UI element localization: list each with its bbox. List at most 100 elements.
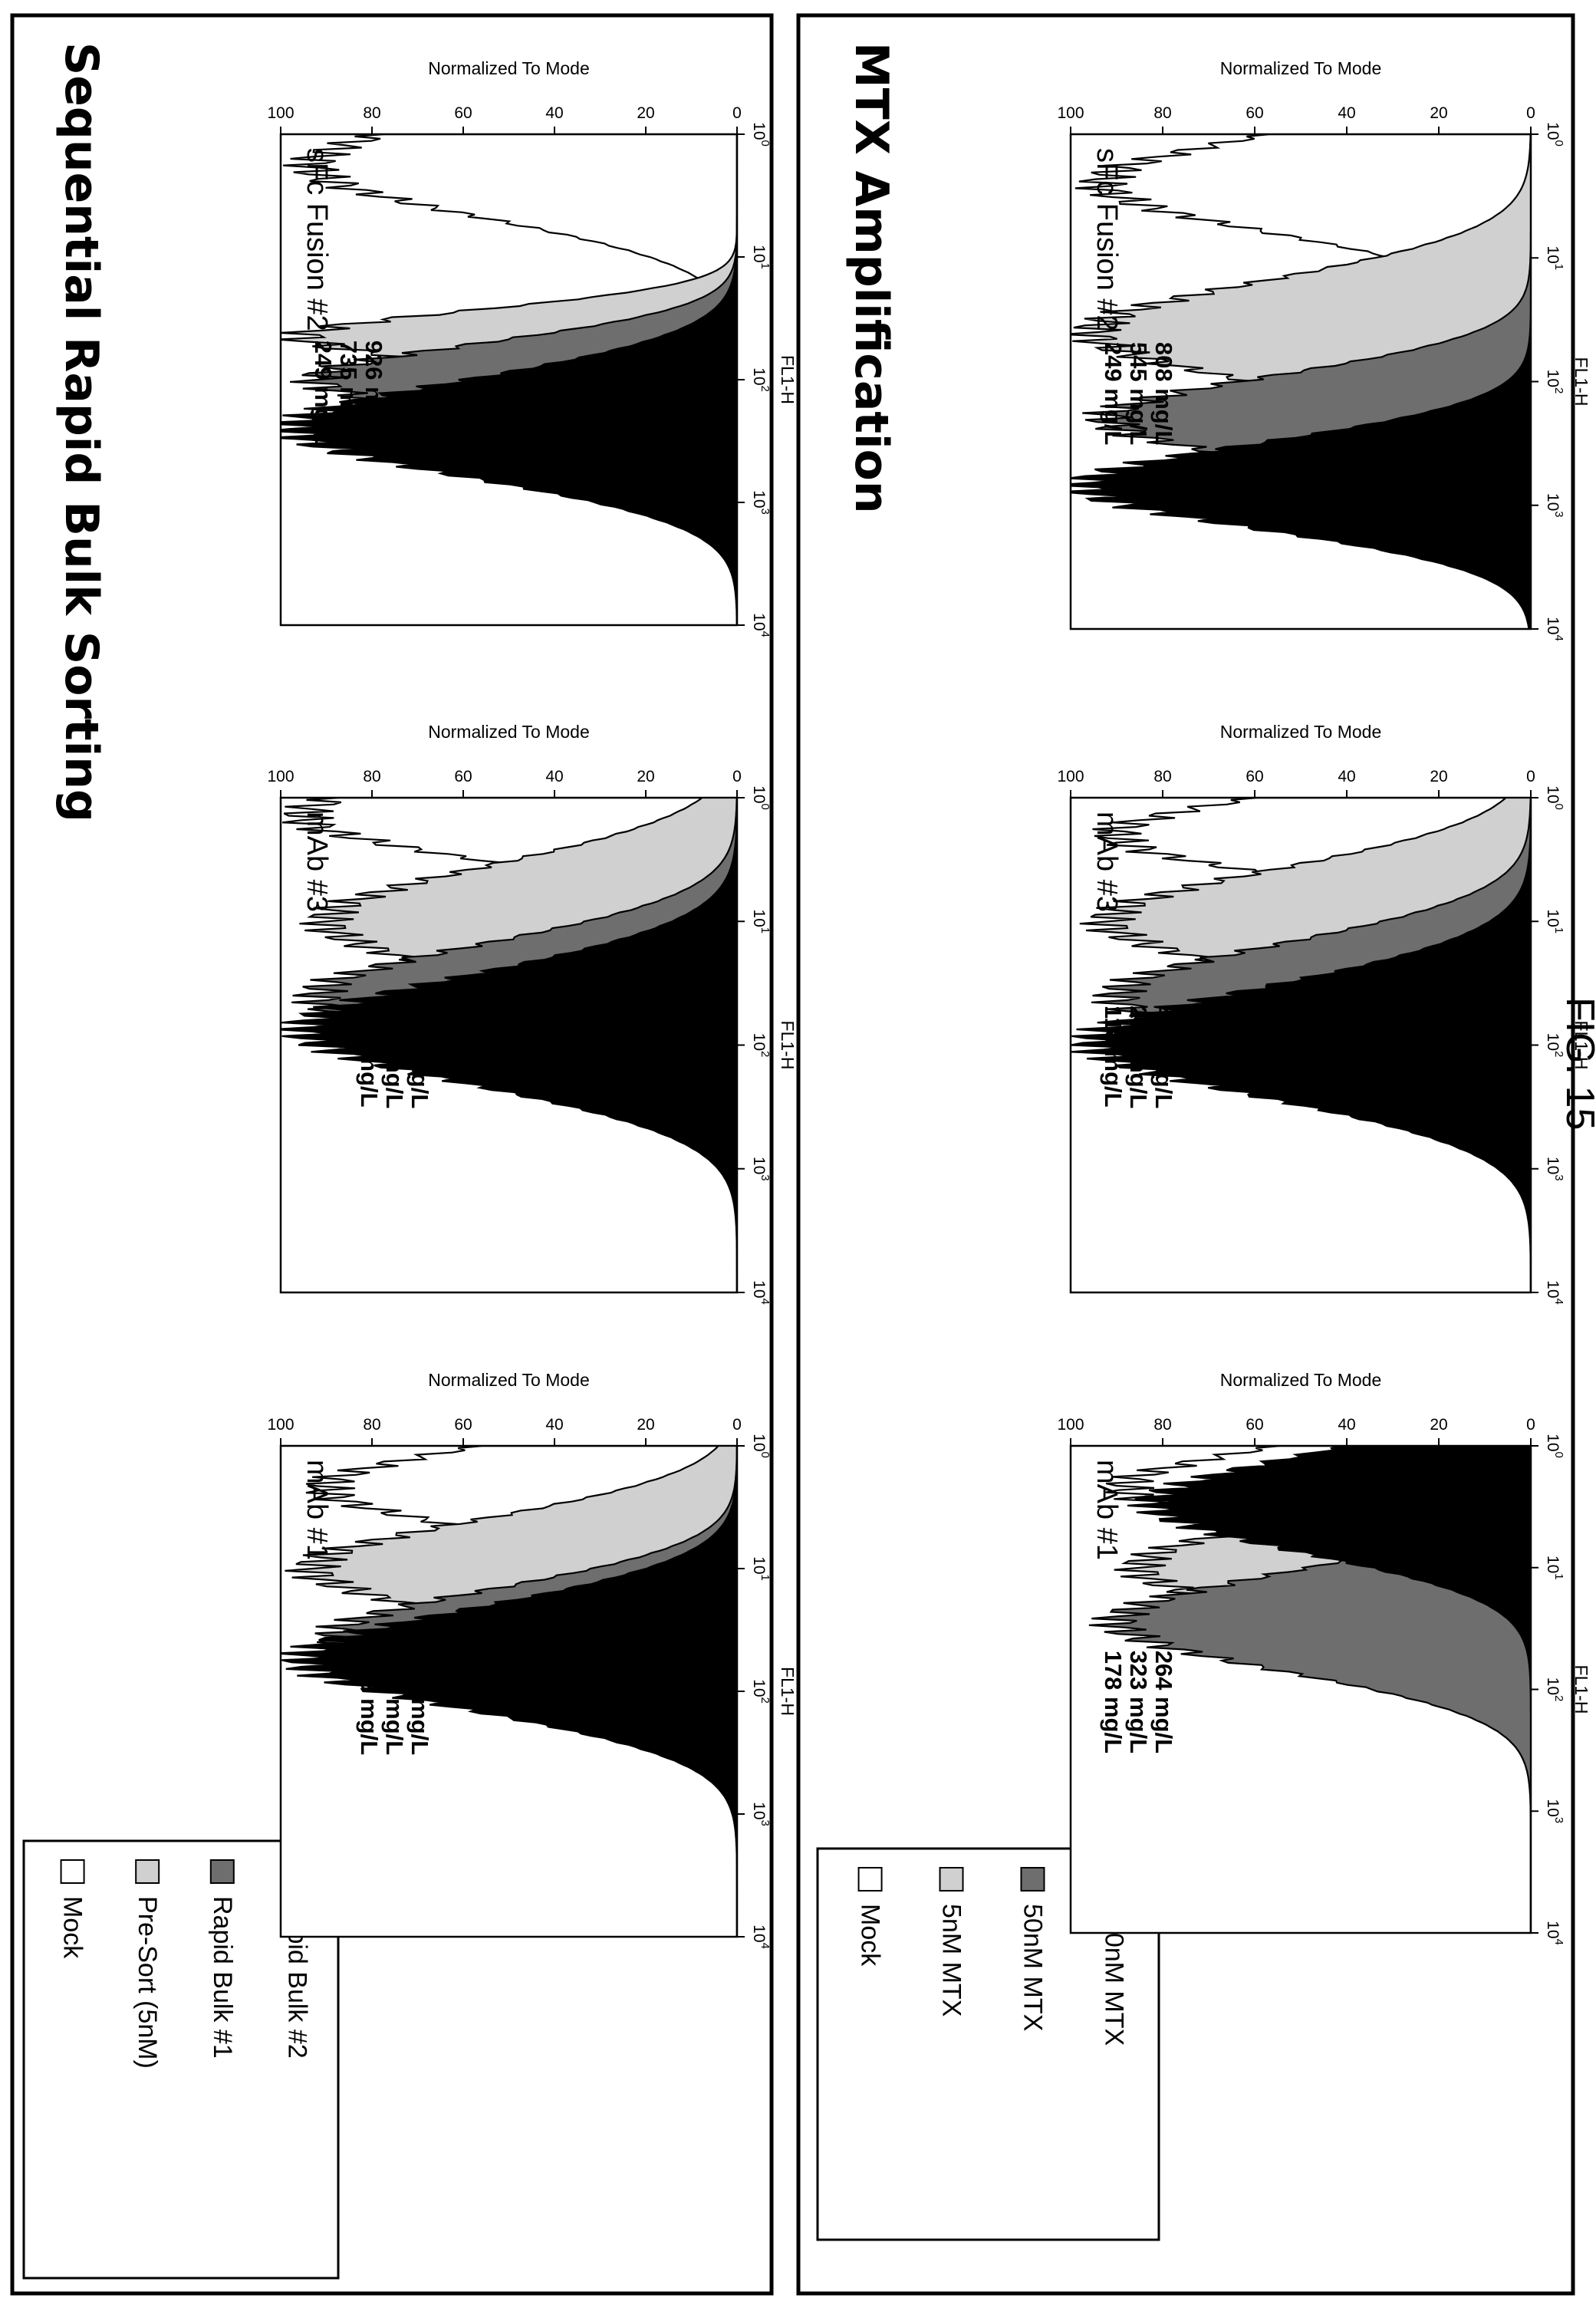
- y-tick-label: 80: [1153, 768, 1171, 785]
- series-group: [281, 134, 737, 625]
- x-tick-label: 104: [1544, 1921, 1565, 1945]
- y-tick-label: 0: [732, 768, 742, 785]
- y-axis-label: Normalized To Mode: [428, 1370, 590, 1390]
- legend-label: 5nM MTX: [937, 1904, 966, 2017]
- titer-annotation: 808 mg/L: [1150, 342, 1177, 445]
- legend-swatch: [857, 1867, 883, 1892]
- x-tick-exponent: 2: [759, 386, 772, 392]
- x-tick-exponent: 0: [759, 140, 772, 147]
- y-tick-label: 0: [732, 104, 742, 122]
- y-tick-label: 20: [1430, 768, 1447, 785]
- x-tick-exponent: 2: [759, 1697, 772, 1704]
- x-tick-exponent: 0: [1552, 804, 1565, 810]
- x-axis-label: FL1-H: [778, 1021, 798, 1070]
- titer-annotation: 323 mg/L: [1125, 1651, 1152, 1753]
- rotated-figure: Sequential Rapid Bulk Sorting MTX Amplif…: [10, 13, 1596, 2296]
- x-tick-exponent: 4: [759, 631, 772, 637]
- legend-sorting: Mock Pre-Sort (5nM) Rapid Bulk #1 Rapid Bul…: [22, 1839, 340, 2280]
- x-axis-label: FL1-H: [1571, 357, 1591, 407]
- y-tick-label: 40: [1338, 768, 1355, 785]
- legend-label: Pre-Sort (5nM): [133, 1896, 162, 2069]
- y-tick-label: 100: [1057, 104, 1084, 122]
- legend-label: 50nM MTX: [1018, 1904, 1047, 2031]
- y-tick-label: 60: [1246, 104, 1263, 122]
- x-tick-label: 101: [750, 909, 772, 933]
- x-tick-exponent: 2: [1552, 1695, 1565, 1701]
- titer-annotation: 285 mg/L: [381, 1006, 408, 1108]
- x-tick-exponent: 4: [759, 1943, 772, 1949]
- series-250nm-mtx: [1071, 134, 1531, 629]
- x-tick-exponent: 1: [759, 1575, 772, 1581]
- section-frame-mtx: [796, 13, 1575, 2296]
- x-tick-exponent: 4: [1552, 1939, 1565, 1945]
- x-tick-exponent: 3: [759, 1820, 772, 1826]
- legend-mtx: Mock 5nM MTX 50nM MTX 250nM MTX: [816, 1847, 1160, 2241]
- series-group: [1071, 798, 1531, 1292]
- y-tick-label: 40: [545, 104, 563, 122]
- y-tick-label: 40: [545, 768, 563, 785]
- x-axis-label: FL1-H: [778, 355, 798, 404]
- y-axis-label: Normalized To Mode: [428, 58, 590, 78]
- x-tick-label: 104: [1544, 617, 1565, 641]
- y-axis-label: Normalized To Mode: [1220, 1370, 1382, 1390]
- y-tick-label: 20: [637, 104, 654, 122]
- titer-annotation: 249 mg/L: [1100, 342, 1127, 445]
- legend-swatch: [209, 1859, 235, 1884]
- titer-annotation: 249 mg/L: [310, 341, 337, 443]
- titer-annotation: 735 mg/L: [335, 341, 362, 443]
- titer-annotation: 571 mg/L: [406, 1006, 433, 1108]
- x-tick-exponent: 0: [1552, 1452, 1565, 1458]
- x-tick-exponent: 2: [1552, 1051, 1565, 1057]
- x-tick-label: 103: [1544, 493, 1565, 518]
- panel-title: mAb #1: [1091, 1460, 1123, 1560]
- y-tick-label: 80: [363, 104, 380, 122]
- series-250nm-mtx: [1127, 1446, 1531, 1933]
- x-axis-label: FL1-H: [1571, 1021, 1591, 1070]
- titer-annotation: 429 mg/L: [406, 1652, 433, 1755]
- y-tick-label: 60: [454, 104, 472, 122]
- series-group: [281, 1446, 737, 1937]
- x-tick-label: 104: [750, 1280, 772, 1305]
- legend-box: [816, 1847, 1160, 2241]
- x-tick-label: 102: [750, 1033, 772, 1058]
- x-tick-label: 100: [1544, 785, 1565, 810]
- panel-title: sFc Fusion #2: [301, 148, 333, 331]
- x-tick-label: 100: [1544, 122, 1565, 147]
- y-axis-label: Normalized To Mode: [428, 722, 590, 742]
- y-tick-label: 0: [1526, 768, 1535, 785]
- legend-box: [22, 1839, 340, 2280]
- y-tick-label: 20: [637, 1416, 654, 1434]
- x-tick-exponent: 4: [759, 1299, 772, 1305]
- y-tick-label: 60: [454, 768, 472, 785]
- y-tick-label: 100: [267, 1416, 294, 1434]
- y-axis-label: Normalized To Mode: [1220, 722, 1382, 742]
- series-rapid-bulk-2: [281, 798, 737, 1292]
- section-title-sorting: Sequential Rapid Bulk Sorting: [54, 42, 108, 822]
- x-tick-label: 100: [750, 785, 772, 810]
- x-tick-exponent: 1: [1552, 264, 1565, 270]
- legend-label: Rapid Bulk #1: [208, 1896, 237, 2059]
- x-tick-exponent: 3: [759, 1174, 772, 1180]
- section-title-mtx: MTX Amplification: [844, 42, 898, 514]
- legend-label: Mock: [58, 1896, 87, 1959]
- x-tick-label: 102: [1544, 370, 1565, 394]
- legend-swatch: [135, 1859, 160, 1884]
- y-tick-label: 60: [454, 1416, 472, 1434]
- x-tick-exponent: 4: [1552, 1299, 1565, 1305]
- x-tick-label: 102: [1544, 1677, 1565, 1702]
- x-tick-exponent: 0: [759, 1452, 772, 1458]
- x-tick-label: 104: [1544, 1280, 1565, 1305]
- y-tick-label: 80: [363, 1416, 380, 1434]
- y-tick-label: 100: [1057, 768, 1084, 785]
- y-axis-label: Normalized To Mode: [1220, 58, 1382, 78]
- x-tick-exponent: 1: [759, 263, 772, 269]
- x-tick-exponent: 1: [759, 927, 772, 933]
- panel-title: mAb #1: [301, 1460, 333, 1560]
- titer-annotation: 178 mg/L: [356, 1652, 383, 1755]
- x-tick-label: 101: [1544, 1556, 1565, 1580]
- titer-annotation: 118 mg/L: [1100, 1006, 1127, 1108]
- y-tick-label: 80: [363, 768, 380, 785]
- titer-annotation: 545 mg/L: [1125, 342, 1152, 445]
- x-tick-label: 103: [750, 1157, 772, 1181]
